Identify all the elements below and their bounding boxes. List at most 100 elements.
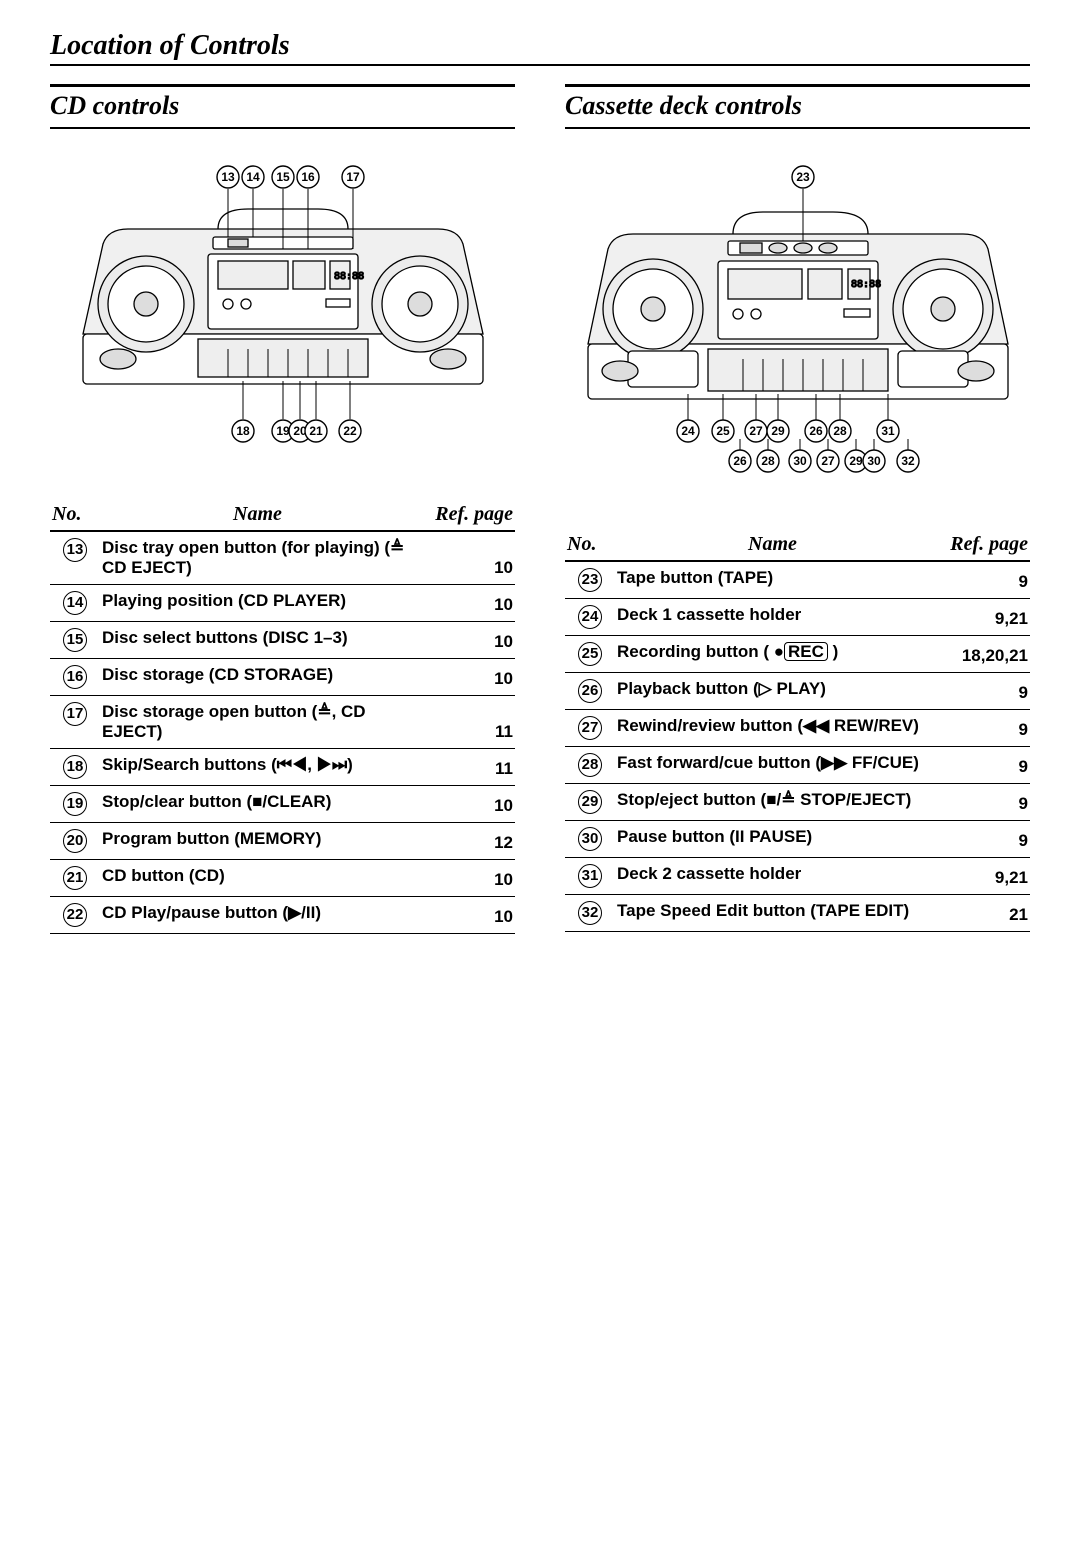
table-row: 19Stop/clear button (■/CLEAR)10 bbox=[50, 786, 515, 823]
main-columns: CD controls 1314151617 bbox=[50, 84, 1030, 934]
row-ref: 9,21 bbox=[930, 858, 1030, 895]
svg-text:29: 29 bbox=[771, 424, 785, 438]
table-row: 23 Tape button (TAPE)9 bbox=[565, 561, 1030, 599]
col-no: No. bbox=[565, 529, 615, 561]
circled-number: 28 bbox=[578, 753, 602, 777]
row-ref: 9 bbox=[930, 673, 1030, 710]
row-name: Pause button (II PAUSE) bbox=[615, 821, 930, 858]
cd-controls-diagram: 1314151617 bbox=[68, 149, 498, 449]
circled-number: 26 bbox=[578, 679, 602, 703]
row-ref: 9 bbox=[930, 561, 1030, 599]
cassette-controls-diagram: 88:88 bbox=[568, 149, 1028, 479]
table-row: 22CD Play/pause button (▶/II)10 bbox=[50, 897, 515, 934]
row-ref: 10 bbox=[415, 860, 515, 897]
svg-text:24: 24 bbox=[681, 424, 695, 438]
row-ref: 9 bbox=[930, 747, 1030, 784]
row-number: 30 bbox=[565, 821, 615, 858]
row-ref: 11 bbox=[415, 749, 515, 786]
row-number: 22 bbox=[50, 897, 100, 934]
circled-number: 18 bbox=[63, 755, 87, 779]
row-number: 20 bbox=[50, 823, 100, 860]
table-row: 20 Program button (MEMORY)12 bbox=[50, 823, 515, 860]
row-ref: 21 bbox=[930, 895, 1030, 932]
table-row: 21 CD button (CD)10 bbox=[50, 860, 515, 897]
table-row: 25Recording button ( ●REC )18,20,21 bbox=[565, 636, 1030, 673]
row-name: Stop/eject button (■/≜ STOP/EJECT) bbox=[615, 784, 930, 821]
left-column: CD controls 1314151617 bbox=[50, 84, 515, 934]
table-row: 24Deck 1 cassette holder9,21 bbox=[565, 599, 1030, 636]
col-name: Name bbox=[100, 499, 415, 531]
row-number: 29 bbox=[565, 784, 615, 821]
row-number: 25 bbox=[565, 636, 615, 673]
svg-text:25: 25 bbox=[716, 424, 730, 438]
row-name: Fast forward/cue button (▶▶ FF/CUE) bbox=[615, 747, 930, 784]
row-name: Deck 2 cassette holder bbox=[615, 858, 930, 895]
row-name: Disc storage (CD STORAGE) bbox=[100, 659, 415, 696]
cassette-controls-title: Cassette deck controls bbox=[565, 87, 1030, 129]
svg-text:26: 26 bbox=[733, 454, 747, 468]
page-title: Location of Controls bbox=[50, 30, 1030, 66]
table-row: 31 Deck 2 cassette holder9,21 bbox=[565, 858, 1030, 895]
row-ref: 9 bbox=[930, 821, 1030, 858]
row-ref: 12 bbox=[415, 823, 515, 860]
svg-text:18: 18 bbox=[236, 424, 250, 438]
row-ref: 11 bbox=[415, 696, 515, 749]
table-row: 18Skip/Search buttons (⏮◀, ▶⏭)11 bbox=[50, 749, 515, 786]
svg-text:15: 15 bbox=[276, 170, 290, 184]
circled-number: 29 bbox=[578, 790, 602, 814]
table-row: 32 Tape Speed Edit button (TAPE EDIT)21 bbox=[565, 895, 1030, 932]
row-number: 19 bbox=[50, 786, 100, 823]
row-number: 15 bbox=[50, 622, 100, 659]
svg-text:30: 30 bbox=[793, 454, 807, 468]
circled-number: 31 bbox=[578, 864, 602, 888]
table-row: 27Rewind/review button (◀◀ REW/REV)9 bbox=[565, 710, 1030, 747]
svg-text:13: 13 bbox=[221, 170, 235, 184]
row-ref: 9 bbox=[930, 784, 1030, 821]
row-number: 18 bbox=[50, 749, 100, 786]
row-name: CD Play/pause button (▶/II) bbox=[100, 897, 415, 934]
row-name: Program button (MEMORY) bbox=[100, 823, 415, 860]
svg-text:21: 21 bbox=[309, 424, 323, 438]
circled-number: 24 bbox=[578, 605, 602, 629]
svg-text:30: 30 bbox=[867, 454, 881, 468]
svg-text:88:88: 88:88 bbox=[851, 279, 881, 290]
right-column: Cassette deck controls bbox=[565, 84, 1030, 934]
row-ref: 10 bbox=[415, 585, 515, 622]
circled-number: 17 bbox=[63, 702, 87, 726]
row-name: Tape Speed Edit button (TAPE EDIT) bbox=[615, 895, 930, 932]
row-name: Tape button (TAPE) bbox=[615, 561, 930, 599]
row-number: 28 bbox=[565, 747, 615, 784]
table-row: 28 Fast forward/cue button (▶▶ FF/CUE)9 bbox=[565, 747, 1030, 784]
circled-number: 30 bbox=[578, 827, 602, 851]
svg-text:28: 28 bbox=[833, 424, 847, 438]
svg-text:22: 22 bbox=[343, 424, 357, 438]
row-number: 32 bbox=[565, 895, 615, 932]
row-number: 13 bbox=[50, 531, 100, 585]
circled-number: 27 bbox=[578, 716, 602, 740]
col-ref: Ref. page bbox=[415, 499, 515, 531]
col-name: Name bbox=[615, 529, 930, 561]
cassette-controls-table: No. Name Ref. page 23Tape button (TAPE)9… bbox=[565, 529, 1030, 932]
circled-number: 14 bbox=[63, 591, 87, 615]
svg-text:16: 16 bbox=[301, 170, 315, 184]
row-ref: 9,21 bbox=[930, 599, 1030, 636]
circled-number: 32 bbox=[578, 901, 602, 925]
row-name: Playing position (CD PLAYER) bbox=[100, 585, 415, 622]
col-ref: Ref. page bbox=[930, 529, 1030, 561]
circled-number: 23 bbox=[578, 568, 602, 592]
row-ref: 10 bbox=[415, 659, 515, 696]
row-number: 24 bbox=[565, 599, 615, 636]
row-name: CD button (CD) bbox=[100, 860, 415, 897]
row-number: 17 bbox=[50, 696, 100, 749]
circled-number: 20 bbox=[63, 829, 87, 853]
row-number: 21 bbox=[50, 860, 100, 897]
row-name: Playback button (▷ PLAY) bbox=[615, 673, 930, 710]
table-row: 13Disc tray open button (for playing) (≜… bbox=[50, 531, 515, 585]
svg-text:14: 14 bbox=[246, 170, 260, 184]
table-row: 30 Pause button (II PAUSE)9 bbox=[565, 821, 1030, 858]
row-name: Rewind/review button (◀◀ REW/REV) bbox=[615, 710, 930, 747]
table-row: 16Disc storage (CD STORAGE)10 bbox=[50, 659, 515, 696]
circled-number: 19 bbox=[63, 792, 87, 816]
circled-number: 21 bbox=[63, 866, 87, 890]
row-number: 27 bbox=[565, 710, 615, 747]
